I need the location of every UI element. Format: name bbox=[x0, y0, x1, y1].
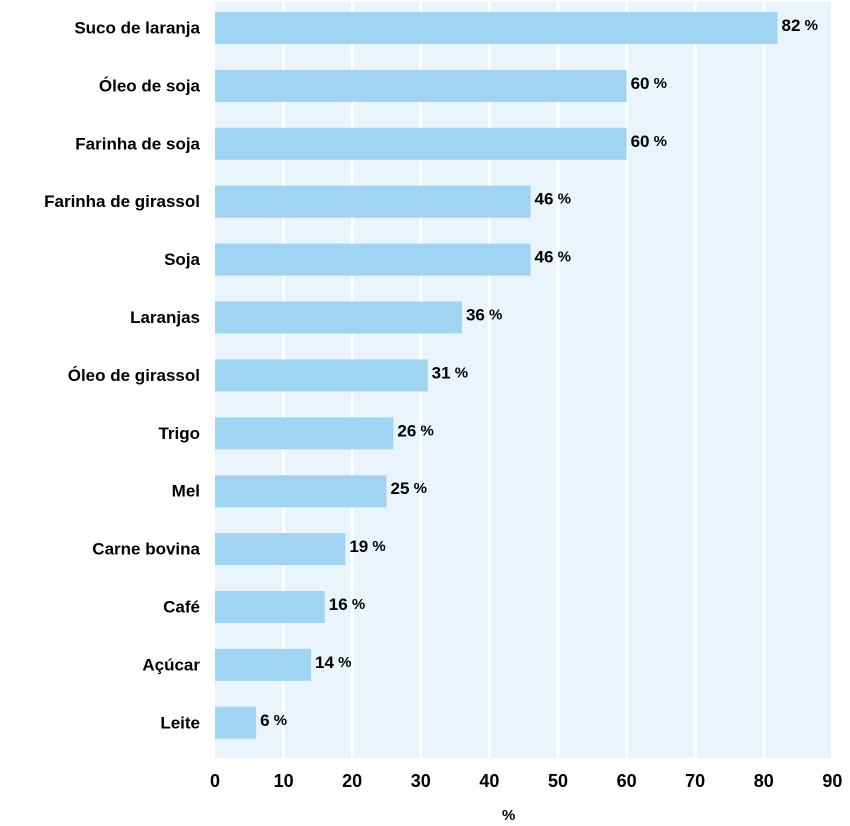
value-label: 6 % bbox=[260, 710, 287, 729]
value-label: 36 % bbox=[466, 305, 502, 324]
x-tick-label: 70 bbox=[685, 771, 705, 791]
x-tick-label: 80 bbox=[754, 771, 774, 791]
x-tick-label: 10 bbox=[274, 771, 294, 791]
x-axis-title: % bbox=[502, 807, 515, 824]
bar bbox=[215, 533, 346, 566]
bar bbox=[215, 417, 394, 450]
category-label: Farinha de girassol bbox=[44, 192, 200, 211]
category-label: Café bbox=[163, 598, 200, 617]
x-tick-label: 0 bbox=[210, 771, 220, 791]
bar bbox=[215, 301, 462, 334]
value-label: 25 % bbox=[391, 479, 427, 498]
x-tick-label: 60 bbox=[617, 771, 637, 791]
value-label: 16 % bbox=[329, 595, 365, 614]
category-label: Trigo bbox=[158, 424, 200, 443]
category-label: Soja bbox=[164, 250, 200, 269]
value-label: 19 % bbox=[349, 537, 385, 556]
x-tick-labels: 0 10 20 30 40 50 60 70 80 90 bbox=[210, 771, 842, 791]
bar bbox=[215, 185, 531, 218]
value-label: 46 % bbox=[535, 189, 571, 208]
bar bbox=[215, 591, 325, 623]
category-label: Farinha de soja bbox=[75, 134, 200, 153]
bar bbox=[215, 706, 257, 739]
x-tick-label: 90 bbox=[822, 771, 842, 791]
x-tick-label: 30 bbox=[411, 771, 431, 791]
value-label: 82 % bbox=[782, 16, 818, 35]
value-label: 60 % bbox=[631, 73, 667, 92]
category-label: Mel bbox=[172, 482, 200, 501]
category-labels: Suco de laranja Óleo de soja Farinha de so… bbox=[44, 19, 200, 733]
category-label: Açúcar bbox=[142, 655, 200, 674]
x-tick-label: 40 bbox=[479, 771, 499, 791]
bar bbox=[215, 12, 778, 44]
bar bbox=[215, 127, 627, 160]
value-labels: 82 % 60 % 60 % 46 % 46 % 36 % 31 % 26 % 25 % 19 %… bbox=[260, 16, 818, 730]
category-label: Óleo de girassol bbox=[68, 366, 200, 385]
category-label: Óleo de soja bbox=[99, 76, 201, 95]
value-label: 26 % bbox=[397, 421, 433, 440]
value-label: 46 % bbox=[535, 247, 571, 266]
bar bbox=[215, 69, 627, 102]
bar bbox=[215, 475, 387, 508]
value-label: 31 % bbox=[432, 363, 468, 382]
x-tick-label: 20 bbox=[342, 771, 362, 791]
category-label: Carne bovina bbox=[92, 540, 200, 559]
category-label: Suco de laranja bbox=[74, 19, 200, 38]
bar bbox=[215, 243, 531, 276]
bar bbox=[215, 648, 312, 681]
bar bbox=[215, 359, 428, 392]
x-tick-label: 50 bbox=[548, 771, 568, 791]
bars bbox=[215, 12, 778, 739]
value-label: 14 % bbox=[315, 652, 351, 671]
value-label: 60 % bbox=[631, 131, 667, 150]
category-label: Laranjas bbox=[130, 308, 200, 327]
category-label: Leite bbox=[160, 713, 200, 732]
